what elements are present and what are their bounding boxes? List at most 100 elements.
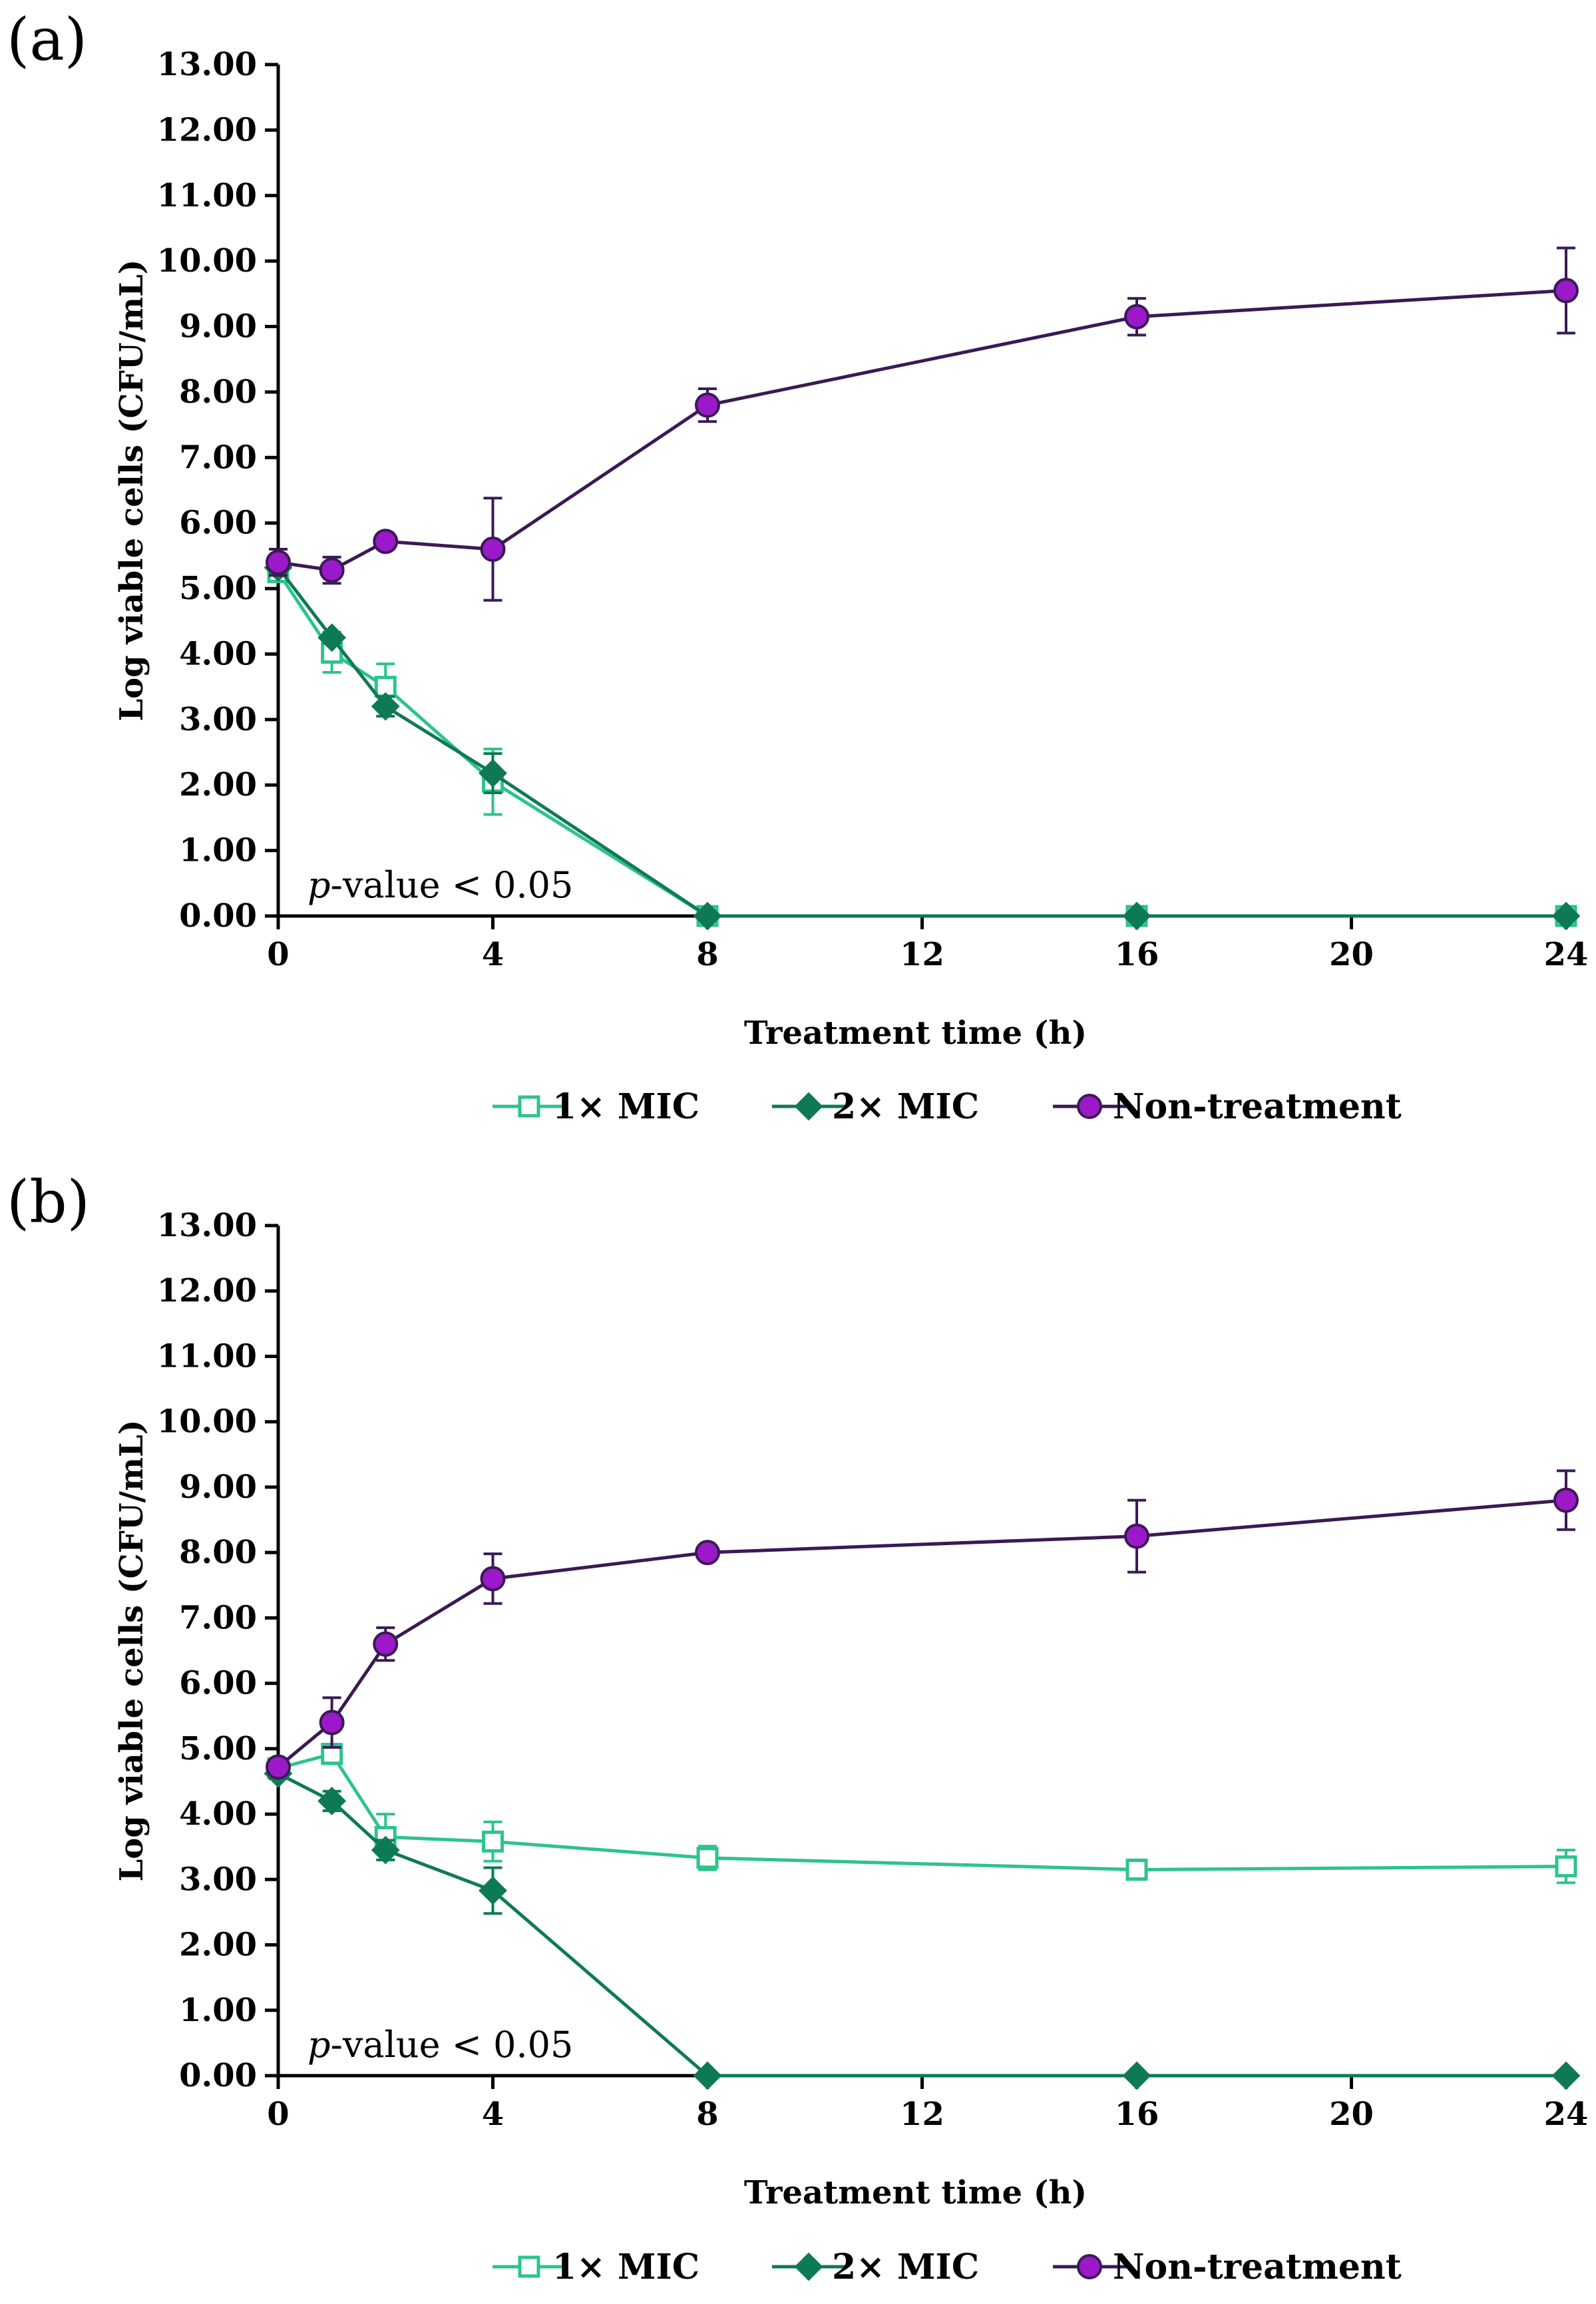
y-tick-label: 3.00 <box>179 1861 257 1898</box>
x-tick-label: 20 <box>1329 2096 1374 2133</box>
series-2-mic <box>264 1759 1581 2090</box>
y-axis-title: Log viable cells (CFU/mL) <box>113 1420 150 1882</box>
y-tick-label: 9.00 <box>179 308 257 346</box>
data-point <box>1122 901 1151 931</box>
data-point <box>319 1710 345 1735</box>
chart-panel-b: (b) 0.00 1.00 2.00 3.00 4.00 5.00 6.00 7.00 8.00 9… <box>7 1168 1588 2287</box>
y-axis-title: Log viable cells (CFU/mL) <box>113 260 150 722</box>
y-tick-label: 11.00 <box>157 1337 257 1375</box>
legend: 1× MIC 2× MIC Non-treatment <box>493 1086 1402 1127</box>
data-point <box>321 641 343 664</box>
data-point <box>479 1876 507 1905</box>
x-tick-label: 8 <box>696 2096 718 2133</box>
data-point <box>1124 304 1149 330</box>
series-2-mic <box>264 553 1581 931</box>
x-tick-label: 12 <box>900 936 944 973</box>
x-tick-label: 16 <box>1115 936 1159 973</box>
p-value-italic: p <box>307 864 331 906</box>
data-point <box>1555 1855 1577 1878</box>
y-tick-label: 0.00 <box>179 897 257 935</box>
x-tick-label: 4 <box>482 2096 504 2133</box>
legend-label: Non-treatment <box>1113 1086 1402 1127</box>
data-point <box>319 557 345 583</box>
x-axis-title: Treatment time (h) <box>744 1015 1087 1052</box>
data-point <box>1125 1859 1148 1881</box>
p-value-annotation: p-value < 0.05 <box>307 2024 573 2066</box>
data-point <box>1553 1487 1579 1513</box>
x-tick-label: 24 <box>1544 936 1589 973</box>
y-tick-label: 4.00 <box>179 1795 257 1833</box>
y-tick-label: 11.00 <box>157 177 257 214</box>
series-line <box>278 1751 1567 1872</box>
p-value-text: -value < 0.05 <box>331 864 574 906</box>
data-point <box>373 1631 399 1657</box>
data-point <box>695 1540 720 1566</box>
y-tick-label: 12.00 <box>157 1272 257 1309</box>
y-tick-label: 10.00 <box>157 242 257 280</box>
data-point <box>371 692 400 721</box>
y-tick-label: 7.00 <box>179 1599 257 1636</box>
x-tick-label: 4 <box>482 936 504 973</box>
data-point <box>696 1847 719 1869</box>
data-point <box>695 392 720 418</box>
y-tick-label: 13.00 <box>157 1207 257 1244</box>
legend-marker <box>518 1095 540 1118</box>
data-point <box>693 901 722 931</box>
y-tick-label: 0.00 <box>179 2057 257 2094</box>
data-point <box>1124 1523 1149 1549</box>
y-tick-label: 8.00 <box>179 1534 257 1571</box>
legend-label: 1× MIC <box>552 1086 699 1127</box>
x-tick-label: 12 <box>900 2096 944 2133</box>
legend: 1× MIC 2× MIC Non-treatment <box>493 2247 1402 2287</box>
y-tick-label: 6.00 <box>179 1665 257 1702</box>
x-tick-label: 16 <box>1115 2096 1159 2133</box>
data-point <box>693 2061 722 2090</box>
data-point <box>371 1835 400 1865</box>
y-tick-label: 8.00 <box>179 373 257 411</box>
data-point <box>266 1754 291 1780</box>
x-tick-label: 8 <box>696 936 718 973</box>
y-tick-label: 3.00 <box>179 701 257 738</box>
p-value-italic: p <box>307 2024 331 2066</box>
data-point <box>480 1566 506 1592</box>
p-value-annotation: p-value < 0.05 <box>307 864 573 906</box>
y-tick-label: 7.00 <box>179 439 257 476</box>
data-point <box>1122 2061 1151 2090</box>
panel-label: (a) <box>7 5 87 74</box>
data-point <box>479 759 507 788</box>
data-point <box>266 549 291 575</box>
y-tick-label: 5.00 <box>179 1730 257 1767</box>
y-tick-label: 13.00 <box>157 46 257 83</box>
p-value-text: -value < 0.05 <box>331 2024 574 2066</box>
legend-marker <box>794 1092 823 1121</box>
x-tick-label: 24 <box>1544 2096 1589 2133</box>
y-tick-label: 1.00 <box>179 832 257 869</box>
data-point <box>317 623 347 652</box>
x-tick-label: 0 <box>267 936 289 973</box>
legend-label: 2× MIC <box>832 2247 979 2287</box>
legend-marker <box>1077 2254 1102 2279</box>
y-tick-label: 1.00 <box>179 1992 257 2029</box>
legend-label: 1× MIC <box>552 2247 699 2287</box>
y-tick-label: 4.00 <box>179 635 257 672</box>
series-1-mic <box>267 1742 1577 1885</box>
series-line <box>278 288 1567 573</box>
x-tick-label: 20 <box>1329 936 1374 973</box>
data-point <box>1551 2061 1581 2090</box>
x-tick-label: 0 <box>267 2096 289 2133</box>
legend-marker <box>794 2252 823 2281</box>
data-point <box>317 1787 347 1815</box>
y-tick-label: 6.00 <box>179 505 257 542</box>
x-axis-title: Treatment time (h) <box>744 2174 1087 2211</box>
series-non-treatment <box>266 1469 1579 1780</box>
y-tick-label: 9.00 <box>179 1469 257 1506</box>
data-point <box>1551 901 1581 931</box>
legend-label: Non-treatment <box>1113 2247 1402 2287</box>
data-point <box>1553 278 1579 304</box>
data-point <box>480 537 506 563</box>
y-tick-label: 5.00 <box>179 570 257 607</box>
y-tick-label: 2.00 <box>179 1927 257 1964</box>
data-point <box>482 1830 504 1853</box>
y-tick-label: 12.00 <box>157 111 257 148</box>
